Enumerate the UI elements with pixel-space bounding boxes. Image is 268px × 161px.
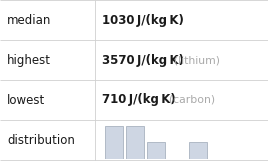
Bar	[126, 126, 144, 159]
Bar	[147, 142, 165, 159]
Bar	[189, 142, 207, 159]
Text: 710 J/(kg K): 710 J/(kg K)	[102, 94, 176, 106]
Text: (carbon): (carbon)	[162, 95, 215, 105]
Bar	[105, 126, 123, 159]
Text: (lithium): (lithium)	[167, 55, 220, 65]
Text: lowest: lowest	[7, 94, 45, 106]
Text: distribution: distribution	[7, 133, 75, 147]
Text: median: median	[7, 14, 51, 27]
Text: highest: highest	[7, 53, 51, 66]
Text: 3570 J/(kg K): 3570 J/(kg K)	[102, 53, 184, 66]
Text: 1030 J/(kg K): 1030 J/(kg K)	[102, 14, 184, 27]
